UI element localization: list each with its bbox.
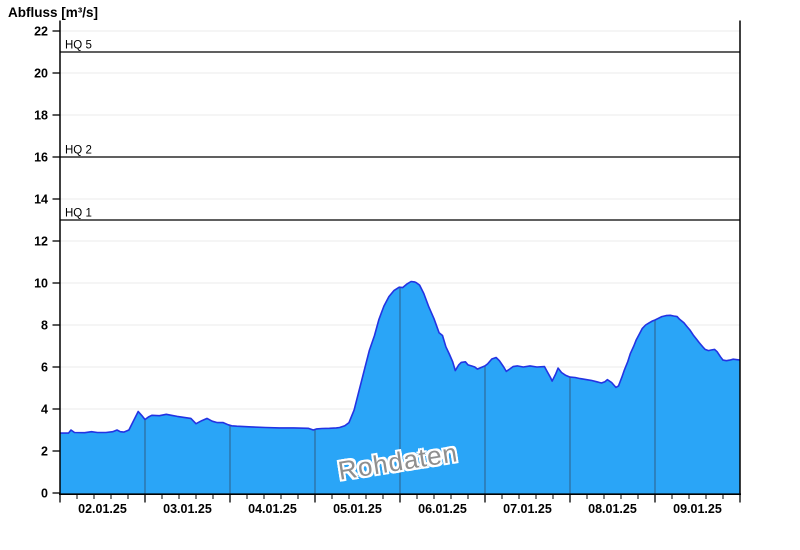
y-tick-label: 20 bbox=[34, 67, 48, 81]
x-tick-label: 02.01.25 bbox=[78, 502, 127, 516]
x-tick-label: 08.01.25 bbox=[588, 502, 637, 516]
y-tick-label: 6 bbox=[41, 361, 48, 375]
y-tick-label: 18 bbox=[34, 109, 48, 123]
y-tick-label: 0 bbox=[41, 487, 48, 501]
reference-line-label: HQ 2 bbox=[65, 145, 92, 157]
y-tick-label: 2 bbox=[41, 445, 48, 459]
y-tick-label: 14 bbox=[34, 193, 48, 207]
x-tick-label: 06.01.25 bbox=[418, 502, 467, 516]
reference-line-label: HQ 5 bbox=[65, 40, 92, 52]
x-tick-label: 09.01.25 bbox=[673, 502, 722, 516]
chart-title: Abfluss [m³/s] bbox=[8, 5, 99, 20]
x-tick-label: 05.01.25 bbox=[333, 502, 382, 516]
x-tick-label: 04.01.25 bbox=[248, 502, 297, 516]
x-tick-label: 03.01.25 bbox=[163, 502, 212, 516]
y-tick-label: 10 bbox=[34, 277, 48, 291]
y-tick-label: 12 bbox=[34, 235, 48, 249]
series-line bbox=[60, 280, 741, 434]
y-tick-label: 4 bbox=[41, 403, 48, 417]
reference-line-label: HQ 1 bbox=[65, 208, 92, 220]
y-tick-label: 16 bbox=[34, 151, 48, 165]
x-tick-label: 07.01.25 bbox=[503, 502, 552, 516]
y-tick-label: 8 bbox=[41, 319, 48, 333]
y-tick-label: 22 bbox=[34, 25, 48, 39]
